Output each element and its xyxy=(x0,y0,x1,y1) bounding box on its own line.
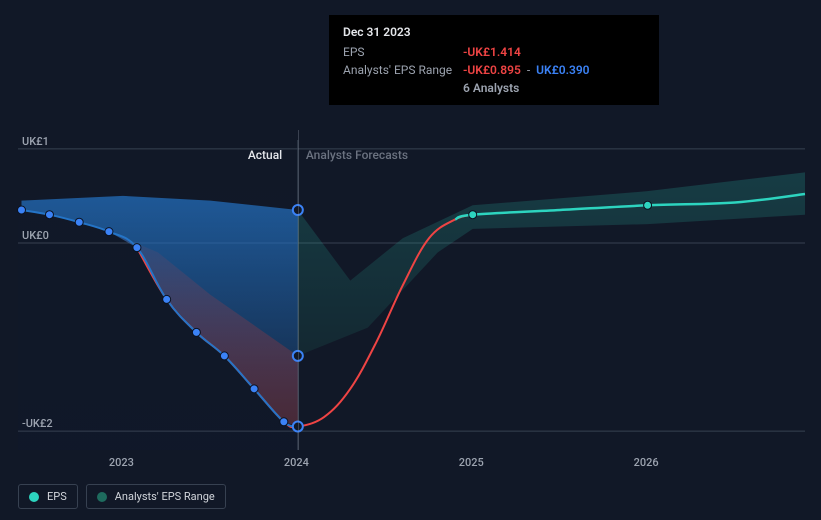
region-actual-label: Actual xyxy=(248,148,282,162)
tooltip-range-sep: - xyxy=(527,63,530,77)
y-tick-0: UK£0 xyxy=(22,229,49,242)
x-tick-2025: 2025 xyxy=(459,456,484,469)
x-tick-2026: 2026 xyxy=(634,456,659,469)
y-tick-1: UK£1 xyxy=(22,135,49,148)
legend-label-range: Analysts' EPS Range xyxy=(115,490,215,503)
tooltip-range-low: -UK£0.895 xyxy=(463,63,521,77)
tooltip-eps-value: -UK£1.414 xyxy=(463,45,521,59)
region-forecast-label: Analysts Forecasts xyxy=(306,148,408,162)
tooltip-range-label: Analysts' EPS Range xyxy=(343,63,463,77)
tooltip-analysts: 6 Analysts xyxy=(463,81,645,95)
legend-item-eps[interactable]: EPS xyxy=(18,484,78,509)
tooltip-date: Dec 31 2023 xyxy=(343,25,645,39)
chart-tooltip: Dec 31 2023 EPS -UK£1.414 Analysts' EPS … xyxy=(329,15,659,105)
y-tick-neg2: -UK£2 xyxy=(22,417,53,430)
legend-swatch-range xyxy=(97,492,107,502)
hover-line xyxy=(298,130,299,450)
legend-swatch-eps xyxy=(29,492,39,502)
x-tick-2024: 2024 xyxy=(284,456,309,469)
legend-item-range[interactable]: Analysts' EPS Range xyxy=(86,484,226,509)
eps-chart: UK£1 UK£0 -UK£2 2023 2024 2025 2026 Actu… xyxy=(0,0,821,520)
tooltip-range-high: UK£0.390 xyxy=(536,63,589,77)
legend-label-eps: EPS xyxy=(47,490,67,503)
x-tick-2023: 2023 xyxy=(109,456,134,469)
chart-legend: EPS Analysts' EPS Range xyxy=(18,484,226,509)
tooltip-eps-label: EPS xyxy=(343,45,463,59)
